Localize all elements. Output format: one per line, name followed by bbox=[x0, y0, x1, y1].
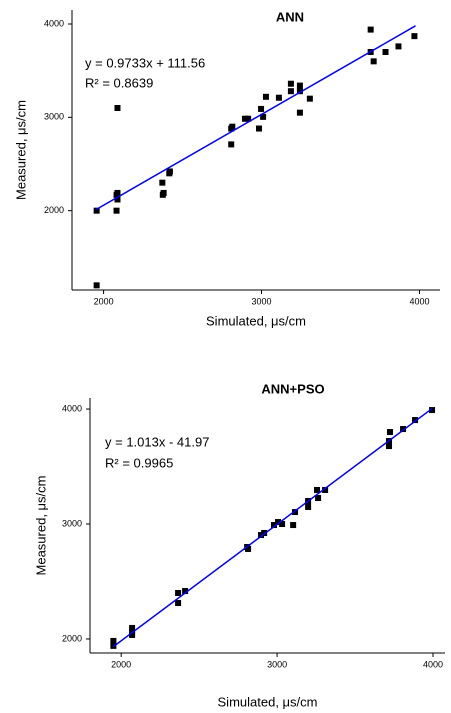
point bbox=[114, 189, 121, 196]
point bbox=[93, 282, 100, 289]
point bbox=[256, 125, 263, 132]
point bbox=[260, 113, 267, 120]
point bbox=[114, 196, 121, 203]
point bbox=[113, 207, 120, 214]
point bbox=[262, 93, 269, 100]
point bbox=[305, 503, 312, 510]
y-tick-label: 2000 bbox=[44, 205, 64, 215]
point bbox=[395, 43, 402, 50]
chart-title: ANN bbox=[276, 9, 304, 24]
point bbox=[182, 588, 189, 595]
point bbox=[296, 88, 303, 95]
point bbox=[429, 407, 436, 414]
y-axis-label: Measured, μs/cm bbox=[33, 476, 48, 576]
trendline-equation: y = 0.9733x + 111.56 bbox=[85, 55, 205, 70]
point bbox=[245, 545, 252, 552]
point bbox=[93, 207, 100, 214]
point bbox=[386, 443, 393, 450]
point bbox=[261, 529, 268, 536]
x-tick-label: 4000 bbox=[423, 659, 443, 669]
x-tick-label: 2000 bbox=[94, 296, 114, 306]
trendline-equation: y = 1.013x - 41.97 bbox=[105, 434, 209, 449]
point bbox=[314, 486, 321, 493]
point bbox=[245, 115, 252, 122]
point bbox=[228, 141, 235, 148]
y-tick-label: 2000 bbox=[62, 633, 82, 643]
point bbox=[258, 532, 265, 539]
x-axis-label: Simulated, μs/cm bbox=[218, 694, 318, 709]
x-tick-label: 3000 bbox=[267, 659, 287, 669]
point bbox=[287, 88, 294, 95]
point bbox=[175, 589, 182, 596]
x-tick-label: 3000 bbox=[252, 296, 272, 306]
point bbox=[322, 486, 329, 493]
point bbox=[275, 94, 282, 101]
point bbox=[129, 624, 136, 631]
point bbox=[382, 49, 389, 55]
point bbox=[370, 58, 377, 65]
x-tick-label: 4000 bbox=[409, 296, 429, 306]
trendline bbox=[95, 25, 416, 211]
x-tick-label: 2000 bbox=[111, 659, 131, 669]
trendline-r2: R² = 0.8639 bbox=[85, 75, 153, 90]
y-tick-label: 4000 bbox=[44, 18, 64, 28]
point bbox=[386, 429, 393, 436]
point bbox=[315, 495, 322, 502]
point bbox=[279, 521, 286, 528]
point bbox=[306, 95, 313, 102]
point bbox=[411, 33, 418, 40]
point bbox=[166, 168, 173, 175]
y-tick-label: 3000 bbox=[62, 518, 82, 528]
point bbox=[296, 82, 303, 89]
point bbox=[258, 105, 265, 112]
point bbox=[228, 125, 235, 132]
point bbox=[129, 631, 136, 638]
point bbox=[270, 522, 277, 529]
point bbox=[296, 109, 303, 116]
point bbox=[287, 80, 294, 87]
point bbox=[290, 522, 297, 529]
y-tick-label: 3000 bbox=[44, 112, 64, 122]
point bbox=[114, 105, 121, 111]
point bbox=[367, 26, 374, 33]
trendline-r2: R² = 0.9965 bbox=[105, 455, 173, 470]
chart-title: ANN+PSO bbox=[261, 381, 324, 396]
y-tick-label: 4000 bbox=[62, 403, 82, 413]
point bbox=[292, 509, 299, 516]
x-axis-label: Simulated, μs/cm bbox=[206, 313, 306, 328]
point bbox=[160, 189, 167, 196]
y-axis-label: Measured, μs/cm bbox=[13, 100, 28, 200]
point bbox=[241, 115, 248, 122]
point bbox=[175, 599, 182, 606]
point bbox=[412, 417, 419, 424]
point bbox=[275, 519, 282, 526]
point bbox=[400, 426, 407, 433]
trendline bbox=[112, 407, 433, 648]
point bbox=[110, 637, 117, 644]
point bbox=[159, 179, 166, 186]
